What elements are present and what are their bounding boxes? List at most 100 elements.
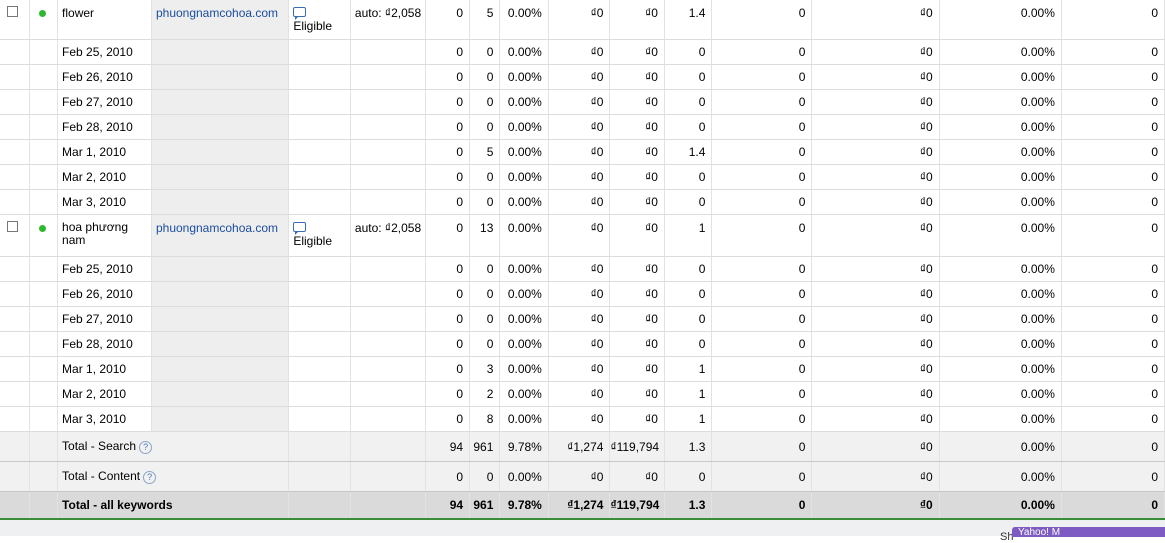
- day-date: Feb 25, 2010: [57, 39, 152, 65]
- cost-cell: ₫0: [609, 139, 665, 165]
- ctr-cell: 0.00%: [499, 406, 549, 432]
- clicks-cell: 0: [425, 461, 471, 492]
- conv-cell: 0: [711, 461, 813, 492]
- row-checkbox[interactable]: [7, 221, 18, 232]
- conv-cell: 0: [711, 189, 813, 215]
- yahoo-tab[interactable]: Yahoo! M: [1012, 527, 1165, 537]
- pos-cell: 0: [664, 189, 713, 215]
- destination-link[interactable]: phuongnamcohoa.com: [155, 6, 279, 20]
- clicks-cell: 0: [425, 281, 471, 307]
- status-dot-icon: [38, 10, 46, 17]
- cpc-cell: ₫0: [548, 331, 611, 357]
- clicks-cell: 94: [425, 491, 471, 520]
- ctr-cell: 9.78%: [499, 431, 549, 462]
- clicks-cell: 0: [425, 0, 471, 40]
- clicks-cell: 0: [425, 189, 471, 215]
- bid-cell[interactable]: auto: ₫2,058: [350, 0, 426, 40]
- cost-per-conv-cell: ₫0: [811, 406, 940, 432]
- keyword-text[interactable]: flower: [57, 0, 152, 40]
- cost-cell: ₫0: [609, 64, 665, 90]
- cost-per-conv-cell: ₫0: [811, 431, 940, 462]
- conv-rate-cell: 0.00%: [939, 356, 1062, 382]
- conv-cell: 0: [711, 356, 813, 382]
- ctr-cell: 0.00%: [499, 189, 549, 215]
- conv-cell: 0: [711, 381, 813, 407]
- day-row: Feb 28, 2010 0 0 0.00% ₫0 ₫0 0 0 ₫0 0.00% 0: [0, 114, 1165, 140]
- cpc-cell: ₫1,274: [548, 491, 611, 520]
- cost-cell: ₫0: [609, 189, 665, 215]
- impr-cell: 5: [469, 0, 501, 40]
- view-conv-cell: 0: [1061, 0, 1165, 40]
- cost-cell: ₫0: [609, 89, 665, 115]
- clicks-cell: 0: [425, 139, 471, 165]
- destination-link[interactable]: phuongnamcohoa.com: [155, 221, 279, 235]
- cost-per-conv-cell: ₫0: [811, 381, 940, 407]
- cost-cell: ₫0: [609, 164, 665, 190]
- clicks-cell: 0: [425, 256, 471, 282]
- day-row: Feb 28, 2010 0 0 0.00% ₫0 ₫0 0 0 ₫0 0.00% 0: [0, 331, 1165, 357]
- cpc-cell: ₫1,274: [548, 431, 611, 462]
- conv-rate-cell: 0.00%: [939, 281, 1062, 307]
- day-row: Feb 26, 2010 0 0 0.00% ₫0 ₫0 0 0 ₫0 0.00% 0: [0, 281, 1165, 307]
- cost-cell: ₫0: [609, 39, 665, 65]
- ctr-cell: 0.00%: [499, 114, 549, 140]
- view-conv-cell: 0: [1061, 491, 1165, 520]
- day-row: Mar 1, 2010 0 5 0.00% ₫0 ₫0 1.4 0 ₫0 0.00% 0: [0, 139, 1165, 165]
- cost-per-conv-cell: ₫0: [811, 491, 940, 520]
- keyword-text-line: hoa phương: [62, 220, 128, 234]
- view-conv-cell: 0: [1061, 164, 1165, 190]
- pos-cell: 0: [664, 461, 713, 492]
- cost-cell: ₫119,794: [609, 491, 665, 520]
- ctr-cell: 0.00%: [499, 214, 549, 257]
- conv-rate-cell: 0.00%: [939, 381, 1062, 407]
- help-icon[interactable]: ?: [143, 471, 157, 484]
- total-label: Total - all keywords: [57, 491, 290, 520]
- pos-cell: 1.4: [664, 139, 713, 165]
- cost-per-conv-cell: ₫0: [811, 139, 940, 165]
- cost-cell: ₫0: [609, 381, 665, 407]
- impr-cell: 0: [469, 64, 501, 90]
- day-row: Mar 3, 2010 0 8 0.00% ₫0 ₫0 1 0 ₫0 0.00% 0: [0, 406, 1165, 432]
- day-row: Mar 2, 2010 0 2 0.00% ₫0 ₫0 1 0 ₫0 0.00% 0: [0, 381, 1165, 407]
- speech-bubble-icon[interactable]: [293, 7, 307, 20]
- bid-cell[interactable]: auto: ₫2,058: [350, 214, 426, 257]
- impr-cell: 0: [469, 164, 501, 190]
- impr-cell: 961: [469, 431, 501, 462]
- cost-per-conv-cell: ₫0: [811, 114, 940, 140]
- day-date: Feb 26, 2010: [57, 281, 152, 307]
- cpc-cell: ₫0: [548, 281, 611, 307]
- cpc-cell: ₫0: [548, 89, 611, 115]
- impr-cell: 0: [469, 189, 501, 215]
- view-conv-cell: 0: [1061, 114, 1165, 140]
- conv-cell: 0: [711, 164, 813, 190]
- view-conv-cell: 0: [1061, 331, 1165, 357]
- cost-per-conv-cell: ₫0: [811, 306, 940, 332]
- day-date: Mar 1, 2010: [57, 356, 152, 382]
- conv-cell: 0: [711, 214, 813, 257]
- day-date: Mar 2, 2010: [57, 164, 152, 190]
- conv-cell: 0: [711, 281, 813, 307]
- ctr-cell: 0.00%: [499, 39, 549, 65]
- cpc-cell: ₫0: [548, 256, 611, 282]
- day-date: Feb 28, 2010: [57, 331, 152, 357]
- view-conv-cell: 0: [1061, 139, 1165, 165]
- keyword-text[interactable]: hoa phương nam: [57, 214, 152, 257]
- clicks-cell: 0: [425, 89, 471, 115]
- cost-per-conv-cell: ₫0: [811, 89, 940, 115]
- help-icon[interactable]: ?: [139, 441, 153, 454]
- day-date: Mar 3, 2010: [57, 189, 152, 215]
- impr-cell: 0: [469, 39, 501, 65]
- ctr-cell: 0.00%: [499, 256, 549, 282]
- cost-per-conv-cell: ₫0: [811, 164, 940, 190]
- day-row: Feb 25, 2010 0 0 0.00% ₫0 ₫0 0 0 ₫0 0.00% 0: [0, 39, 1165, 65]
- impr-cell: 8: [469, 406, 501, 432]
- pos-cell: 1.3: [664, 431, 713, 462]
- speech-bubble-icon[interactable]: [293, 222, 307, 235]
- view-conv-cell: 0: [1061, 256, 1165, 282]
- row-checkbox[interactable]: [7, 6, 18, 17]
- view-conv-cell: 0: [1061, 431, 1165, 462]
- conv-rate-cell: 0.00%: [939, 189, 1062, 215]
- view-conv-cell: 0: [1061, 214, 1165, 257]
- keyword-text-line: nam: [62, 233, 86, 247]
- impr-cell: 2: [469, 381, 501, 407]
